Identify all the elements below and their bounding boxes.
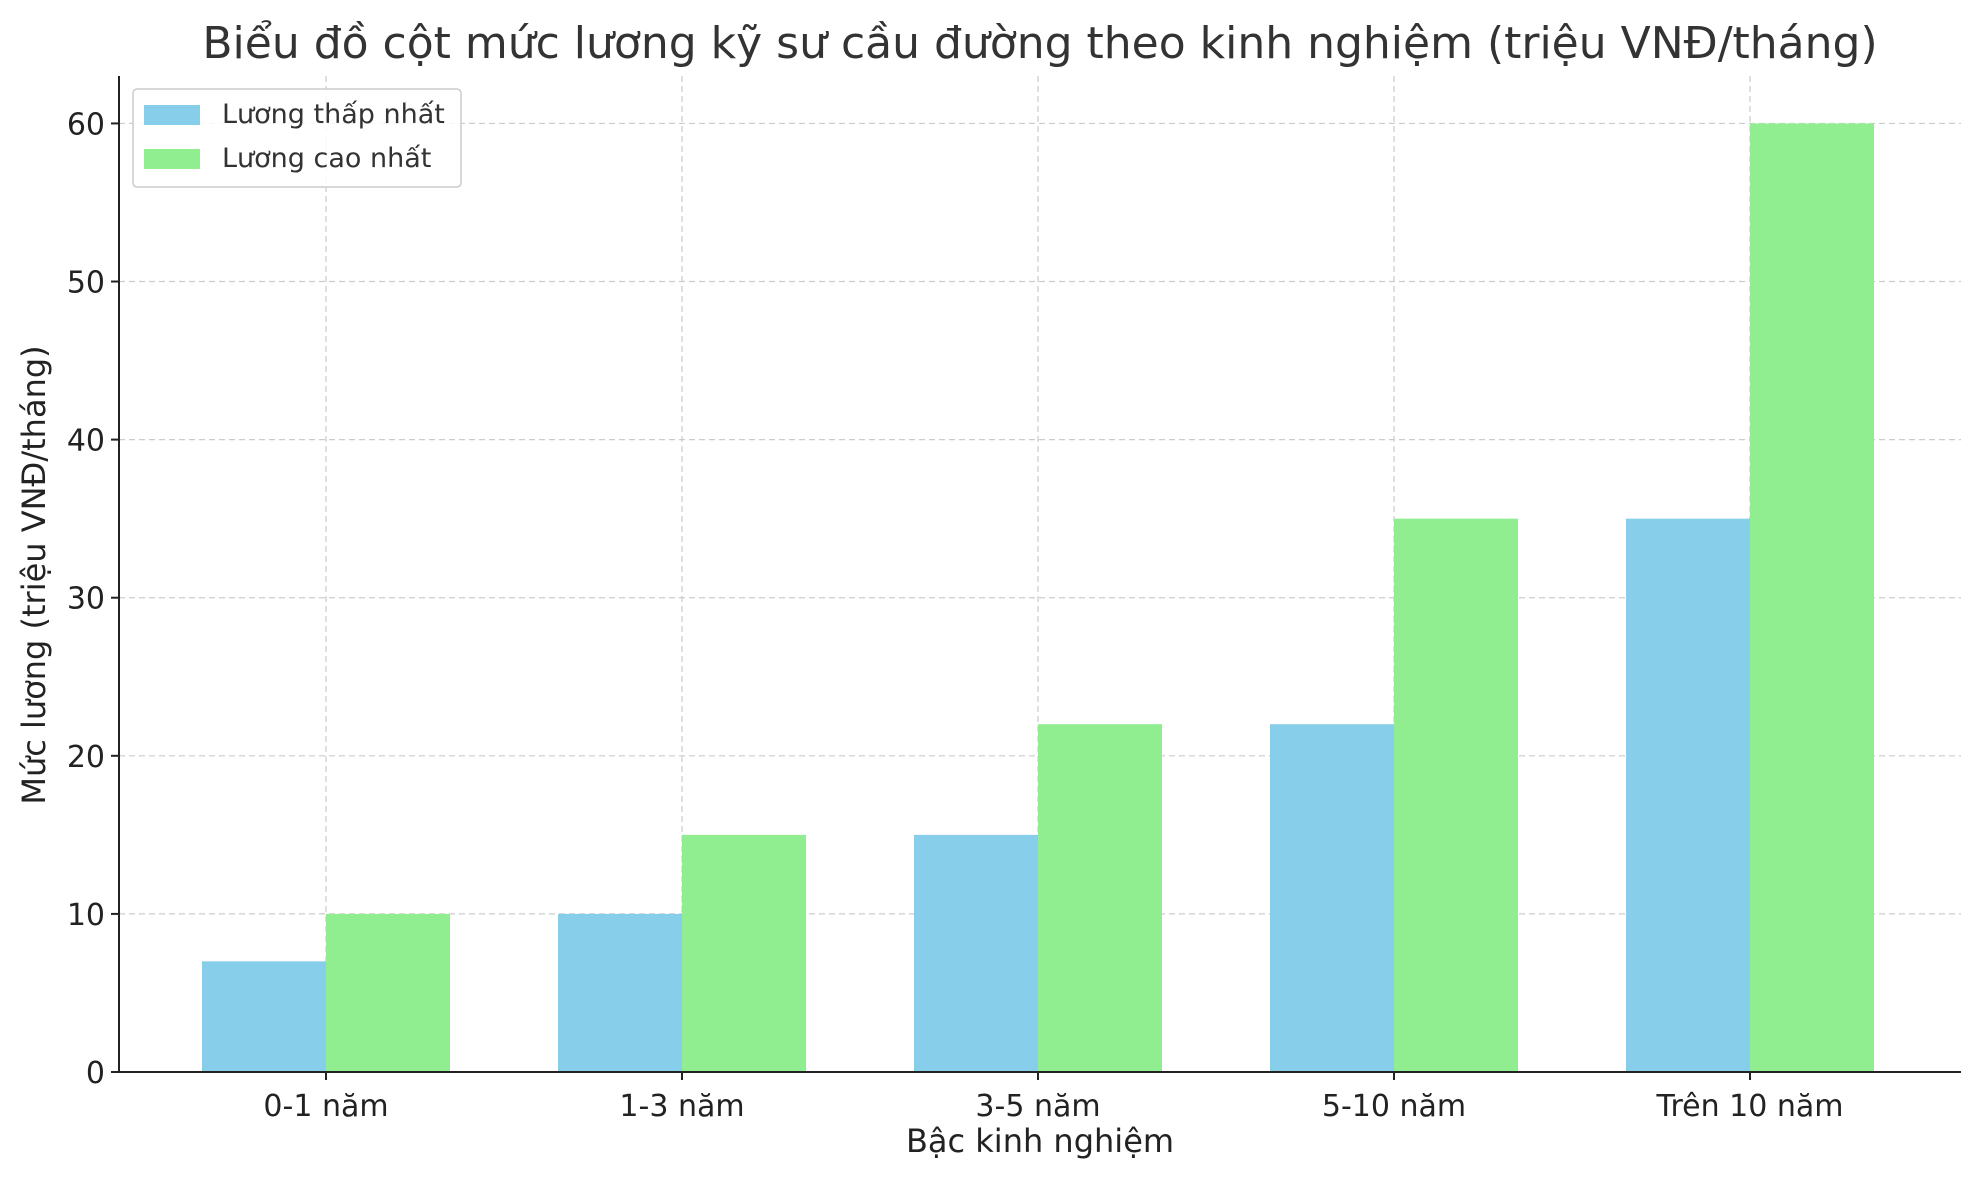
y-tick-label: 40: [67, 424, 105, 459]
legend-label-0: Lương thấp nhất: [222, 99, 445, 130]
bar-max-1: [682, 834, 806, 1072]
y-tick-label: 30: [67, 582, 105, 617]
bar-min-3: [1270, 724, 1394, 1072]
legend-box: [132, 88, 462, 188]
bar-min-2: [914, 834, 1038, 1072]
tick-labels: 0 10 20 30 40 50 60 0-1 năm 1-3 năm 3-5 năm 5-10 n…: [67, 107, 1844, 1124]
x-tick-label: 1-3 năm: [619, 1089, 744, 1124]
legend: Lương thấp nhất Lương cao nhất: [132, 88, 462, 188]
legend-swatch-0: [144, 105, 200, 125]
legend-swatch-1: [144, 149, 200, 169]
bar-max-3: [1394, 518, 1518, 1072]
y-tick-label: 10: [67, 898, 105, 933]
legend-label-1: Lương cao nhất: [222, 143, 431, 174]
bar-max-2: [1038, 724, 1162, 1072]
y-tick-label: 50: [67, 266, 105, 301]
x-tick-label: 0-1 năm: [263, 1089, 388, 1124]
bars: [202, 123, 1874, 1072]
y-tick-label: 60: [67, 107, 105, 142]
x-tick-label: 3-5 năm: [975, 1089, 1100, 1124]
chart-title: Biểu đồ cột mức lương kỹ sư cầu đường th…: [202, 18, 1877, 69]
bar-max-0: [326, 913, 450, 1072]
axes: [111, 76, 1961, 1080]
x-tick-label: Trên 10 năm: [1656, 1089, 1844, 1124]
x-axis-label: Bậc kinh nghiệm: [906, 1122, 1174, 1160]
bar-min-4: [1626, 518, 1750, 1072]
y-tick-label: 0: [86, 1056, 105, 1091]
bar-min-1: [558, 913, 682, 1072]
bar-min-0: [202, 961, 326, 1072]
y-tick-label: 20: [67, 740, 105, 775]
y-axis-label: Mức lương (triệu VNĐ/tháng): [15, 345, 53, 804]
bar-max-4: [1750, 123, 1874, 1072]
x-tick-label: 5-10 năm: [1322, 1089, 1466, 1124]
